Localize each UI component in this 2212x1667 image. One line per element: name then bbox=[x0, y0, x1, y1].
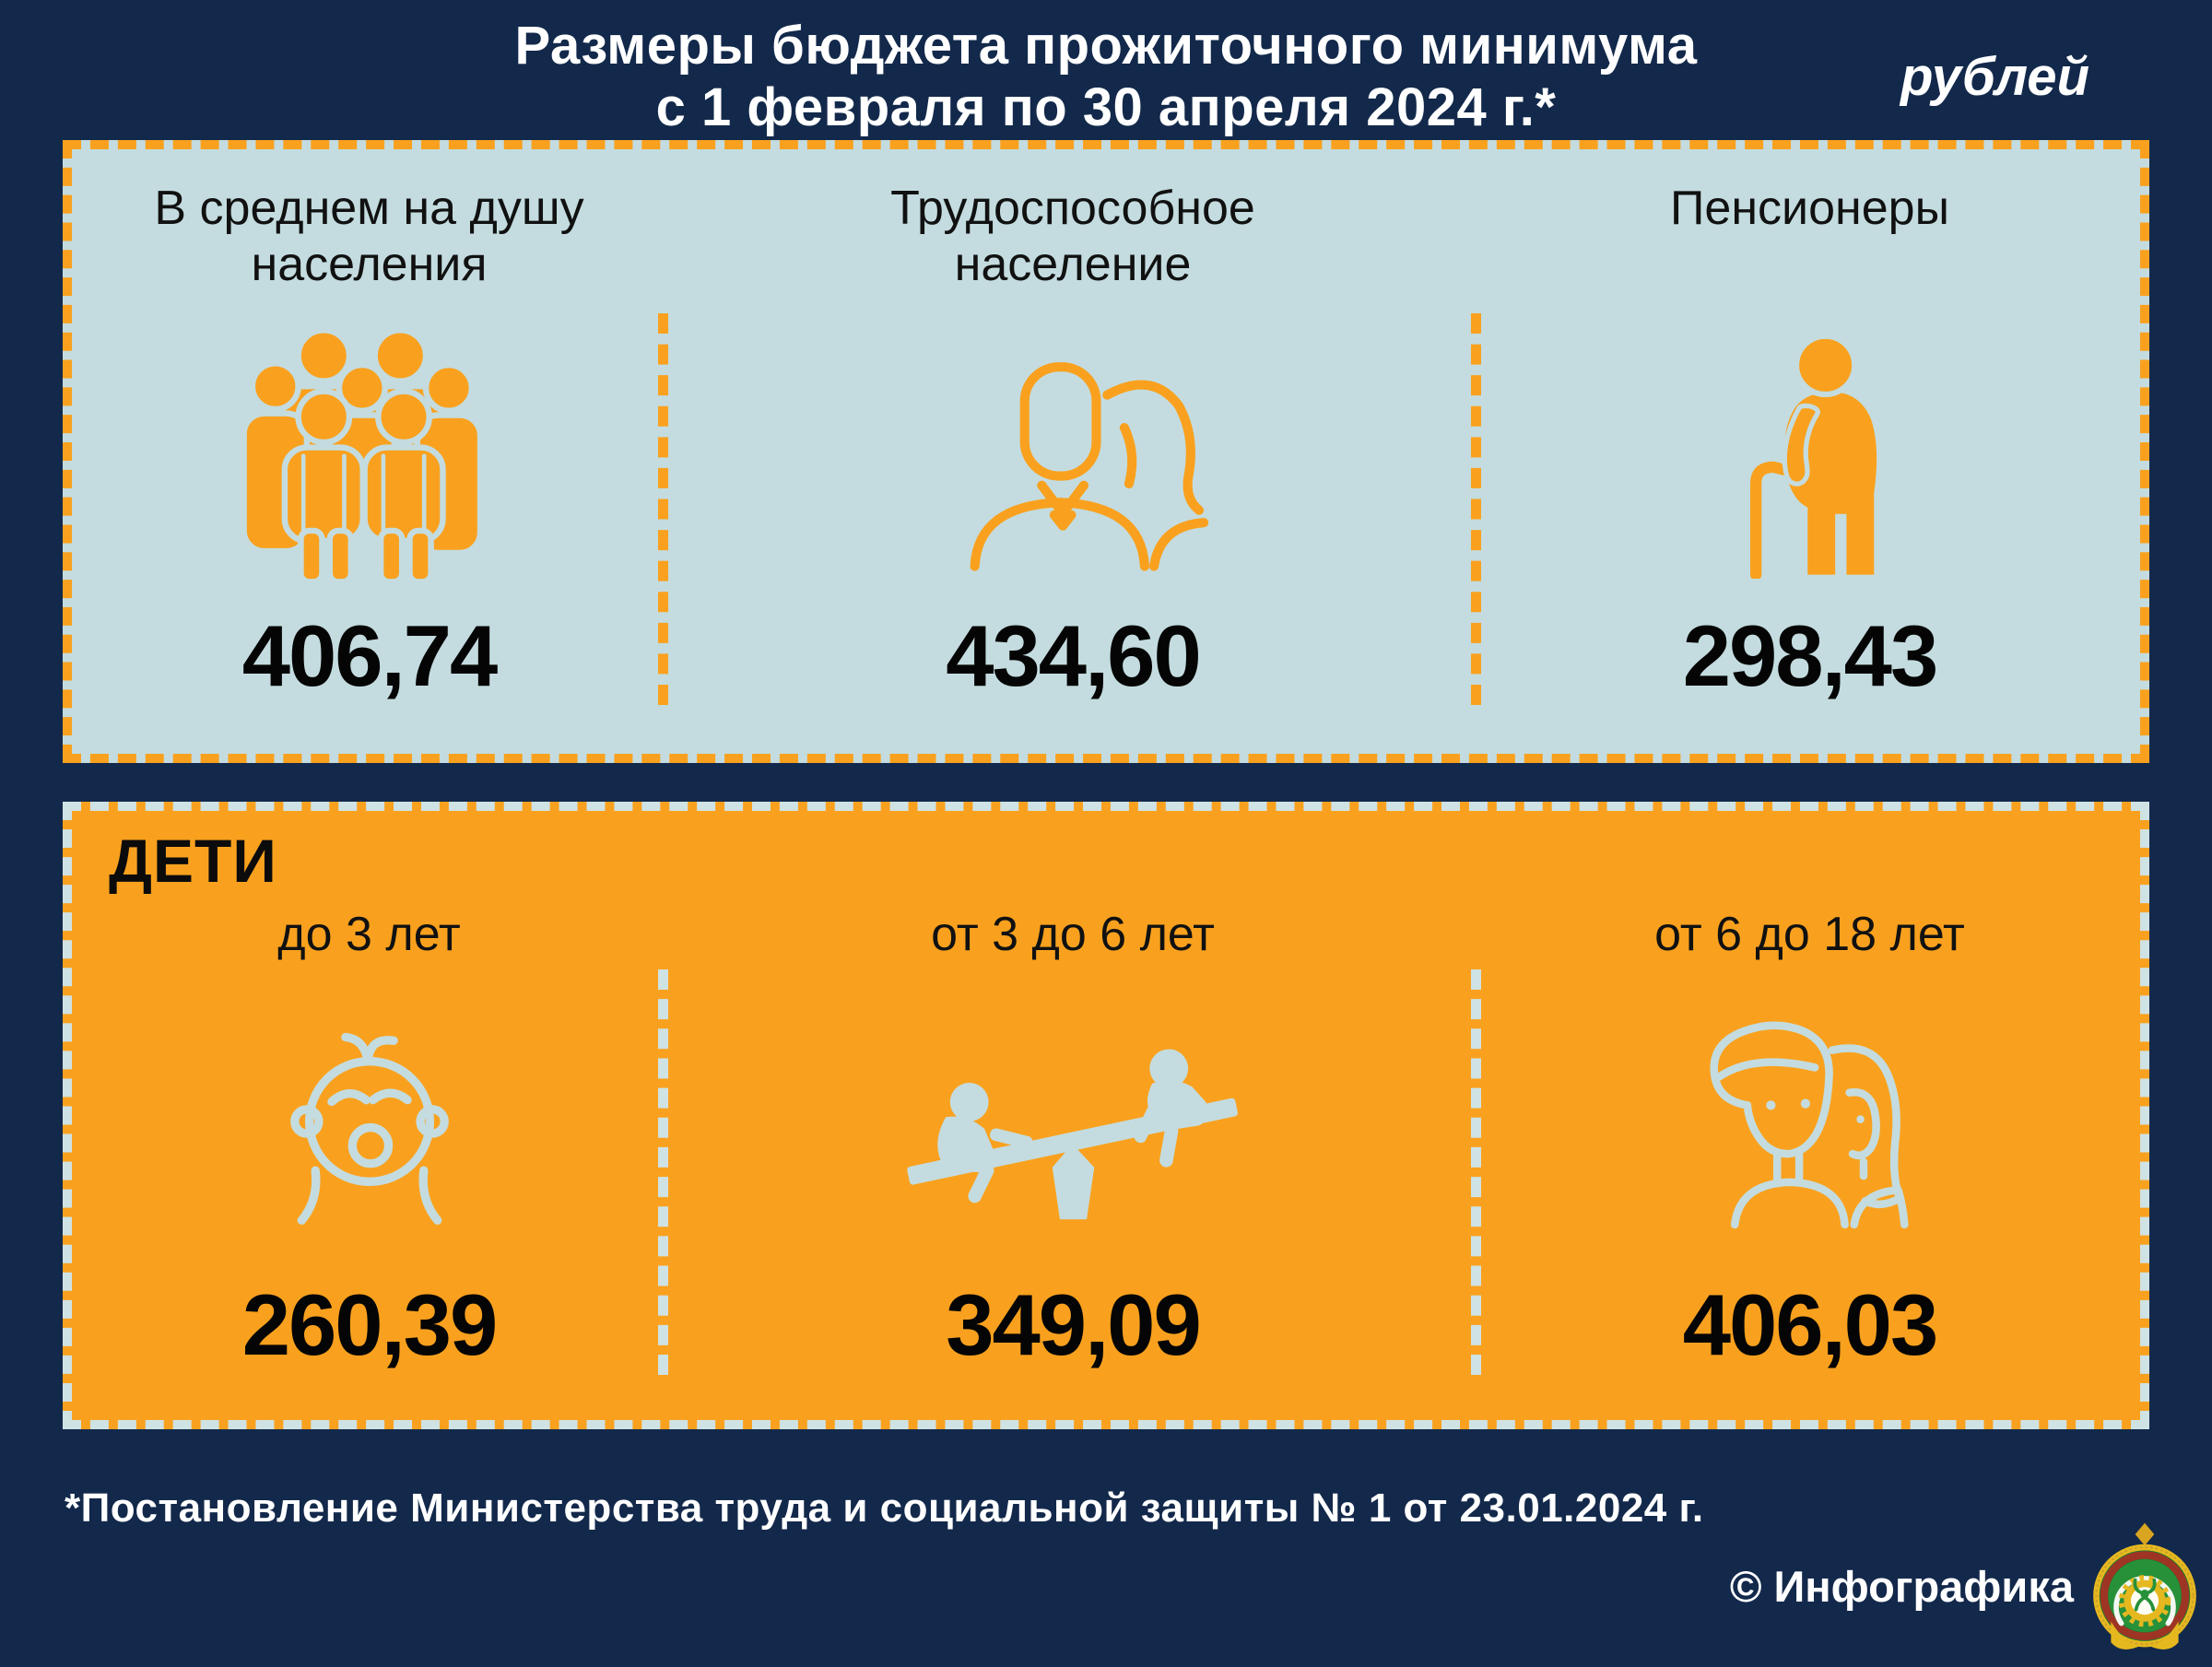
per-capita-label: В среднем на душу населения bbox=[154, 182, 584, 292]
teenagers-icon bbox=[1672, 979, 1947, 1251]
column-3-to-6: от 3 до 6 лет bbox=[666, 907, 1479, 1420]
3-to-6-label: от 3 до 6 лет bbox=[931, 908, 1215, 961]
children-panel: ДЕТИ до 3 лет bbox=[63, 802, 2149, 1429]
currency-label: рублей bbox=[1900, 47, 2089, 107]
6-to-18-value: 406,03 bbox=[1682, 1276, 1939, 1373]
under-3-value: 260,39 bbox=[241, 1276, 499, 1373]
working-age-value: 434,60 bbox=[946, 607, 1202, 704]
column-pensioners: Пенсионеры 298,43 bbox=[1479, 149, 2140, 754]
3-to-6-value: 349,09 bbox=[946, 1276, 1202, 1373]
pensioner-with-cane-icon bbox=[1704, 315, 1914, 592]
under-3-label: до 3 лет bbox=[277, 908, 461, 961]
copyright-credit: © Инфографика bbox=[1729, 1562, 2074, 1611]
column-6-to-18: от 6 до 18 лет bbox=[1479, 907, 2140, 1420]
pensioners-value: 298,43 bbox=[1682, 607, 1939, 704]
population-group-icon bbox=[229, 315, 509, 592]
pensioners-label: Пенсионеры bbox=[1670, 182, 1949, 235]
footnote: *Постановление Министерства труда и соци… bbox=[65, 1485, 1704, 1531]
column-per-capita: В среднем на душу населения bbox=[72, 149, 666, 754]
6-to-18-label: от 6 до 18 лет bbox=[1654, 908, 1965, 961]
title-line-1: Размеры бюджета прожиточного минимума bbox=[514, 16, 1698, 76]
adults-panel: В среднем на душу населения bbox=[63, 140, 2149, 763]
per-capita-value: 406,74 bbox=[241, 607, 499, 704]
children-panel-divider-1 bbox=[658, 969, 668, 1375]
adults-panel-divider-2 bbox=[1471, 313, 1481, 705]
baby-icon bbox=[266, 979, 473, 1251]
title-line-2: с 1 февраля по 30 апреля 2024 г.* bbox=[655, 77, 1557, 138]
column-working-age: Трудоспособное население bbox=[666, 149, 1479, 754]
children-heading: ДЕТИ bbox=[109, 827, 277, 895]
children-panel-divider-2 bbox=[1471, 969, 1481, 1375]
page-title: Размеры бюджета прожиточного минимума с … bbox=[295, 15, 1917, 139]
working-age-couple-icon bbox=[933, 315, 1213, 592]
adults-panel-divider-1 bbox=[658, 313, 668, 705]
column-under-3: до 3 лет bbox=[72, 907, 666, 1420]
ministry-emblem-logo bbox=[2088, 1520, 2201, 1661]
seesaw-children-icon bbox=[892, 979, 1253, 1251]
working-age-label: Трудоспособное население bbox=[890, 182, 1255, 292]
